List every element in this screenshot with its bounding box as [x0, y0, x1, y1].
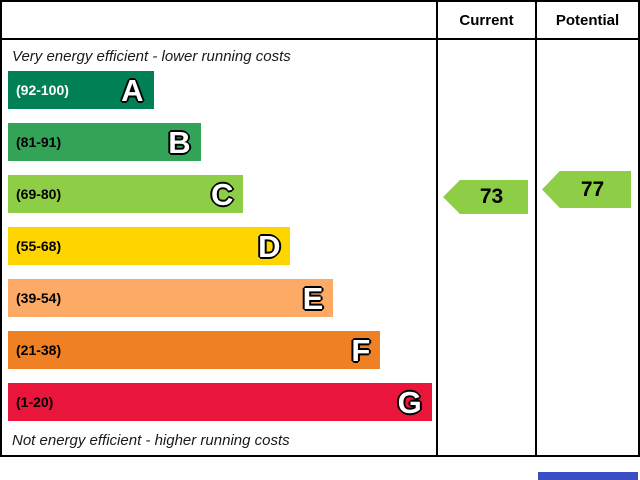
- band-row-f: (21-38) F: [8, 331, 436, 369]
- current-rating-arrow: 73: [443, 180, 528, 214]
- blue-banner-edge: [538, 472, 638, 480]
- band-range-d: (55-68): [16, 238, 62, 254]
- band-letter-f: F: [351, 332, 371, 368]
- potential-rating-value: 77: [580, 177, 605, 201]
- band-letter-e: E: [302, 280, 324, 316]
- band-letter-g: G: [397, 384, 422, 420]
- band-row-d: (55-68) D: [8, 227, 436, 265]
- current-column-header: Current: [436, 2, 535, 40]
- band-letter-c: C: [211, 176, 234, 212]
- band-range-f: (21-38): [16, 342, 62, 358]
- current-rating-value: 73: [479, 185, 504, 208]
- band-row-e: (39-54) E: [8, 279, 436, 317]
- band-range-a: (92-100): [16, 82, 69, 98]
- band-range-g: (1-20): [16, 394, 54, 410]
- band-bar-g: (1-20) G: [8, 383, 432, 421]
- band-bar-f: (21-38) F: [8, 331, 381, 369]
- potential-column-header: Potential: [535, 2, 638, 40]
- potential-rating-column: 77: [535, 40, 638, 455]
- top-caption: Very energy efficient - lower running co…: [12, 48, 291, 65]
- band-bar-c: (69-80) C: [8, 175, 244, 213]
- band-range-b: (81-91): [16, 134, 62, 150]
- band-bar-d: (55-68) D: [8, 227, 291, 265]
- band-range-e: (39-54): [16, 290, 62, 306]
- epc-rating-table: Current Potential Very energy efficient …: [0, 0, 640, 457]
- band-bar-a: (92-100) A: [8, 71, 154, 109]
- band-bar-b: (81-91) B: [8, 123, 201, 161]
- band-row-c: (69-80) C: [8, 175, 436, 213]
- band-row-a: (92-100) A: [8, 71, 436, 109]
- band-row-b: (81-91) B: [8, 123, 436, 161]
- bands-area: Very energy efficient - lower running co…: [2, 40, 436, 455]
- header-spacer: [2, 2, 436, 40]
- band-row-g: (1-20) G: [8, 383, 436, 421]
- bottom-strip: [0, 457, 640, 480]
- band-letter-d: D: [258, 228, 281, 264]
- bottom-caption: Not energy efficient - higher running co…: [12, 432, 290, 449]
- current-rating-column: 73: [436, 40, 535, 455]
- band-range-c: (69-80): [16, 186, 62, 202]
- band-letter-a: A: [121, 72, 144, 108]
- potential-rating-arrow: 77: [542, 171, 631, 208]
- band-bar-e: (39-54) E: [8, 279, 334, 317]
- band-letter-b: B: [168, 124, 191, 160]
